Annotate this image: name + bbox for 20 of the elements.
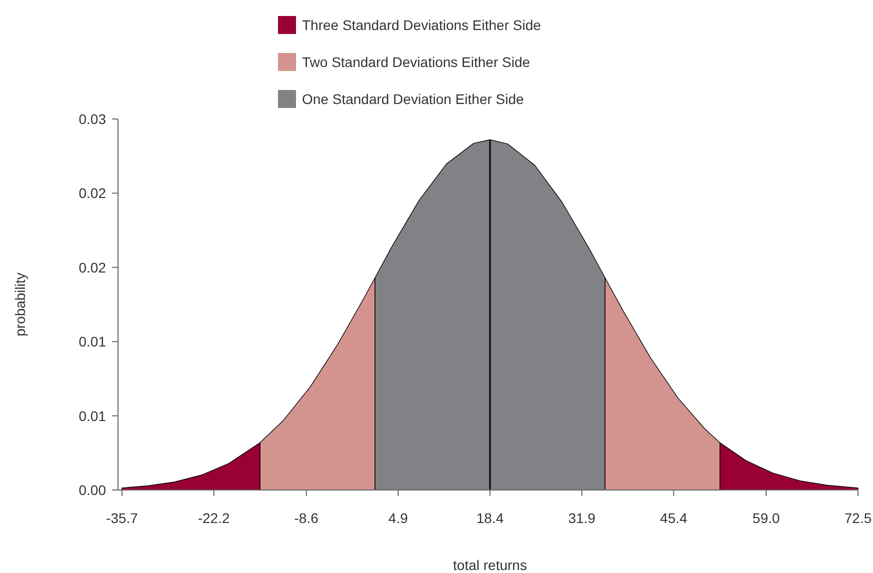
y-tick-label: 0.02 xyxy=(78,185,106,202)
legend-label: Two Standard Deviations Either Side xyxy=(302,54,530,70)
x-tick-label: 31.9 xyxy=(568,510,596,526)
x-tick-label: -35.7 xyxy=(106,510,138,526)
y-tick-label: 0.00 xyxy=(78,482,106,498)
legend-label: Three Standard Deviations Either Side xyxy=(302,17,542,33)
x-tick-label: 45.4 xyxy=(660,510,688,526)
x-tick-label: 72.5 xyxy=(844,510,872,526)
x-tick-label: -8.6 xyxy=(294,510,319,526)
x-axis-title: total returns xyxy=(453,557,527,573)
x-tick-label: 4.9 xyxy=(388,510,408,526)
x-tick-label: -22.2 xyxy=(198,510,230,526)
legend-label: One Standard Deviation Either Side xyxy=(302,91,524,107)
x-tick-label: 59.0 xyxy=(752,510,780,526)
y-tick-label: 0.02 xyxy=(78,259,106,276)
y-axis-title: probability xyxy=(12,272,28,336)
y-tick-label: 0.01 xyxy=(78,334,106,350)
x-tick-label: 18.4 xyxy=(476,510,504,526)
y-tick-label: 0.03 xyxy=(78,111,106,127)
y-tick-label: 0.01 xyxy=(78,408,106,424)
